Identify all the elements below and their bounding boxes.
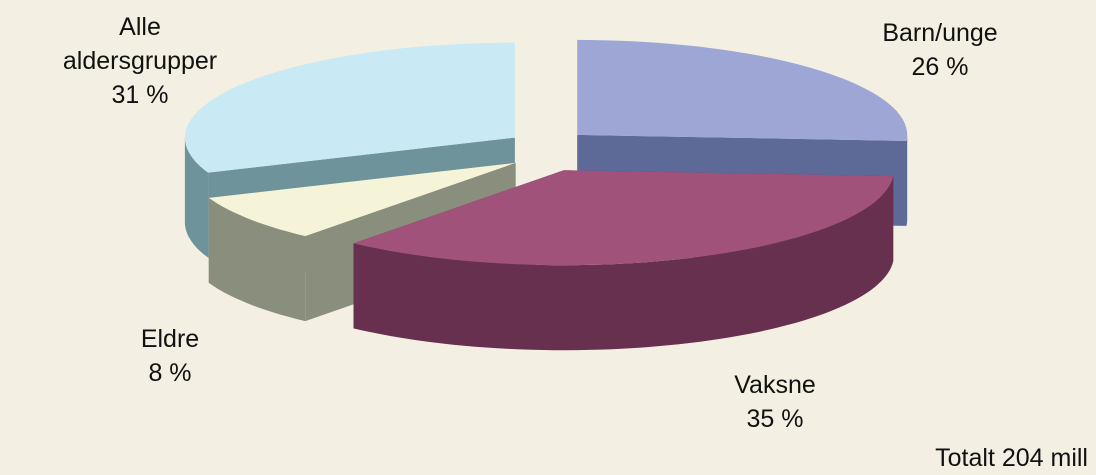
slice	[353, 170, 894, 351]
slice-label: Vaksne	[734, 371, 816, 399]
slice-side	[353, 176, 894, 351]
slice-value-label: 35 %	[746, 405, 804, 433]
annotation: Totalt 204 mill	[935, 444, 1088, 472]
slice-top	[577, 39, 908, 141]
slice-side	[208, 197, 306, 322]
slice-side	[184, 137, 209, 258]
slice-top	[184, 42, 515, 173]
slice-top	[208, 162, 516, 237]
slice-value-label: 8 %	[148, 359, 192, 387]
slice-label: Eldre	[140, 325, 200, 353]
slice-side	[906, 134, 908, 226]
slice-label: Alle aldersgrupper	[62, 13, 218, 75]
slice-value-label: 26 %	[911, 53, 969, 81]
slice-label: Barn/unge	[882, 19, 998, 47]
slice-value-label: 31 %	[111, 81, 169, 109]
slice-top	[353, 170, 894, 266]
